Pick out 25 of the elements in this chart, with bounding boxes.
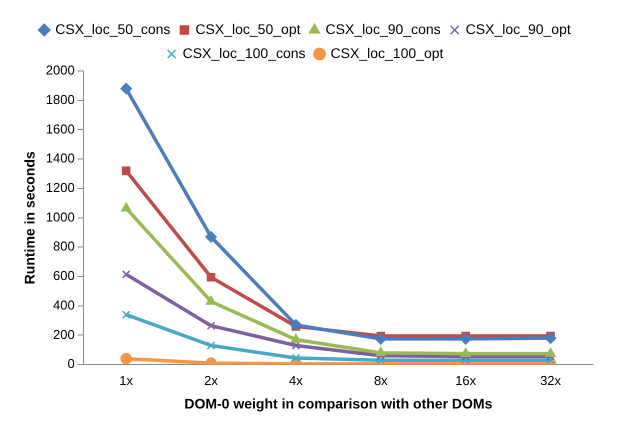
legend-label: CSX_loc_90_opt <box>466 20 571 37</box>
y-tick-label: 1400 <box>46 150 75 166</box>
legend-label: CSX_loc_50_cons <box>55 20 170 37</box>
y-tick-label: 800 <box>53 238 75 254</box>
x-tick-label: 16x <box>455 372 477 388</box>
y-axis-title: Runtime in seconds <box>21 151 38 284</box>
legend-label: CSX_loc_90_cons <box>326 20 441 37</box>
y-tick-label: 1000 <box>46 209 75 224</box>
y-tick-label: 2000 <box>46 62 75 78</box>
y-tick-label: 200 <box>53 326 75 342</box>
x-tick-label: 1x <box>119 372 134 388</box>
y-tick-label: 1800 <box>46 92 75 107</box>
x-axis-title: DOM-0 weight in comparison with other DOMs <box>184 395 493 412</box>
legend-label: CSX_loc_100_opt <box>330 44 444 61</box>
y-tick-label: 400 <box>53 297 75 312</box>
y-tick-label: 0 <box>67 356 75 372</box>
legend-label: CSX_loc_50_opt <box>195 20 301 37</box>
y-tick-label: 1200 <box>46 180 75 196</box>
y-tick-label: 600 <box>53 268 75 284</box>
legend-label: CSX_loc_100_cons <box>182 44 306 61</box>
x-tick-label: 32x <box>540 372 562 388</box>
x-tick-label: 2x <box>204 372 218 388</box>
x-tick-label: 4x <box>289 372 304 388</box>
y-tick-label: 1600 <box>46 121 75 136</box>
x-tick-label: 8x <box>374 372 388 388</box>
